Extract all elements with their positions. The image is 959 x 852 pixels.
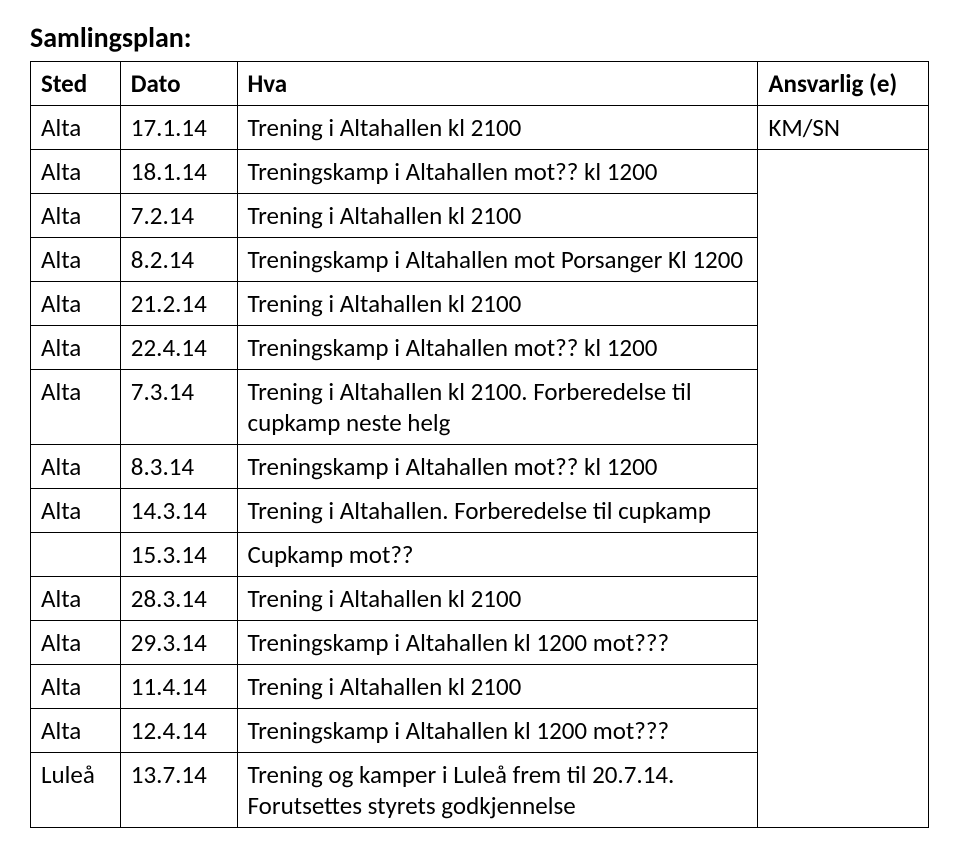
table-body: Alta17.1.14Trening i Altahallen kl 2100K… (31, 106, 929, 828)
samlingsplan-table: Sted Dato Hva Ansvarlig (e) Alta17.1.14T… (30, 61, 929, 828)
cell-dato: 8.2.14 (120, 238, 237, 282)
cell-sted: Alta (31, 665, 121, 709)
cell-sted (31, 533, 121, 577)
cell-sted: Alta (31, 106, 121, 150)
cell-ansvarlig (758, 326, 929, 370)
cell-ansvarlig (758, 533, 929, 577)
cell-dato: 12.4.14 (120, 709, 237, 753)
cell-hva: Trening i Altahallen kl 2100 (237, 665, 758, 709)
cell-sted: Alta (31, 282, 121, 326)
table-row: Alta18.1.14Treningskamp i Altahallen mot… (31, 150, 929, 194)
header-hva: Hva (237, 62, 758, 106)
cell-hva: Trening i Altahallen kl 2100 (237, 282, 758, 326)
table-row: Alta7.3.14Trening i Altahallen kl 2100. … (31, 370, 929, 445)
cell-sted: Alta (31, 489, 121, 533)
cell-ansvarlig (758, 150, 929, 194)
table-row: Alta8.3.14Treningskamp i Altahallen mot?… (31, 445, 929, 489)
cell-dato: 14.3.14 (120, 489, 237, 533)
cell-ansvarlig (758, 753, 929, 828)
cell-ansvarlig (758, 621, 929, 665)
cell-sted: Alta (31, 621, 121, 665)
cell-hva: Trening i Altahallen kl 2100 (237, 106, 758, 150)
cell-ansvarlig: KM/SN (758, 106, 929, 150)
cell-ansvarlig (758, 577, 929, 621)
cell-dato: 17.1.14 (120, 106, 237, 150)
cell-sted: Luleå (31, 753, 121, 828)
header-ansvarlig: Ansvarlig (e) (758, 62, 929, 106)
cell-hva: Trening og kamper i Luleå frem til 20.7.… (237, 753, 758, 828)
cell-dato: 7.3.14 (120, 370, 237, 445)
table-row: Alta14.3.14Trening i Altahallen. Forbere… (31, 489, 929, 533)
cell-dato: 29.3.14 (120, 621, 237, 665)
cell-dato: 28.3.14 (120, 577, 237, 621)
table-row: Alta8.2.14Treningskamp i Altahallen mot … (31, 238, 929, 282)
cell-sted: Alta (31, 194, 121, 238)
cell-hva: Trening i Altahallen kl 2100. Forberedel… (237, 370, 758, 445)
table-row: Alta11.4.14Trening i Altahallen kl 2100 (31, 665, 929, 709)
cell-sted: Alta (31, 326, 121, 370)
table-row: Alta22.4.14Treningskamp i Altahallen mot… (31, 326, 929, 370)
cell-hva: Treningskamp i Altahallen mot?? kl 1200 (237, 326, 758, 370)
cell-hva: Trening i Altahallen kl 2100 (237, 577, 758, 621)
cell-sted: Alta (31, 709, 121, 753)
cell-dato: 22.4.14 (120, 326, 237, 370)
cell-hva: Trening i Altahallen kl 2100 (237, 194, 758, 238)
cell-ansvarlig (758, 445, 929, 489)
cell-ansvarlig (758, 489, 929, 533)
table-row: Alta7.2.14Trening i Altahallen kl 2100 (31, 194, 929, 238)
cell-ansvarlig (758, 238, 929, 282)
header-dato: Dato (120, 62, 237, 106)
header-sted: Sted (31, 62, 121, 106)
cell-dato: 15.3.14 (120, 533, 237, 577)
table-row: Alta28.3.14Trening i Altahallen kl 2100 (31, 577, 929, 621)
cell-dato: 7.2.14 (120, 194, 237, 238)
cell-sted: Alta (31, 445, 121, 489)
header-row: Sted Dato Hva Ansvarlig (e) (31, 62, 929, 106)
table-row: Alta12.4.14Treningskamp i Altahallen kl … (31, 709, 929, 753)
cell-ansvarlig (758, 709, 929, 753)
cell-ansvarlig (758, 370, 929, 445)
cell-hva: Treningskamp i Altahallen mot?? kl 1200 (237, 445, 758, 489)
cell-dato: 13.7.14 (120, 753, 237, 828)
table-row: Alta29.3.14Treningskamp i Altahallen kl … (31, 621, 929, 665)
cell-dato: 8.3.14 (120, 445, 237, 489)
cell-sted: Alta (31, 150, 121, 194)
table-row: Luleå13.7.14Trening og kamper i Luleå fr… (31, 753, 929, 828)
cell-hva: Cupkamp mot?? (237, 533, 758, 577)
cell-dato: 11.4.14 (120, 665, 237, 709)
cell-ansvarlig (758, 665, 929, 709)
table-row: Alta17.1.14Trening i Altahallen kl 2100K… (31, 106, 929, 150)
cell-sted: Alta (31, 577, 121, 621)
cell-hva: Trening i Altahallen. Forberedelse til c… (237, 489, 758, 533)
page-title: Samlingsplan: (30, 20, 929, 55)
cell-hva: Treningskamp i Altahallen mot?? kl 1200 (237, 150, 758, 194)
table-row: Alta21.2.14Trening i Altahallen kl 2100 (31, 282, 929, 326)
cell-hva: Treningskamp i Altahallen mot Porsanger … (237, 238, 758, 282)
cell-sted: Alta (31, 370, 121, 445)
cell-dato: 21.2.14 (120, 282, 237, 326)
cell-sted: Alta (31, 238, 121, 282)
table-row: 15.3.14Cupkamp mot?? (31, 533, 929, 577)
cell-ansvarlig (758, 282, 929, 326)
cell-dato: 18.1.14 (120, 150, 237, 194)
cell-hva: Treningskamp i Altahallen kl 1200 mot??? (237, 709, 758, 753)
cell-ansvarlig (758, 194, 929, 238)
cell-hva: Treningskamp i Altahallen kl 1200 mot??? (237, 621, 758, 665)
